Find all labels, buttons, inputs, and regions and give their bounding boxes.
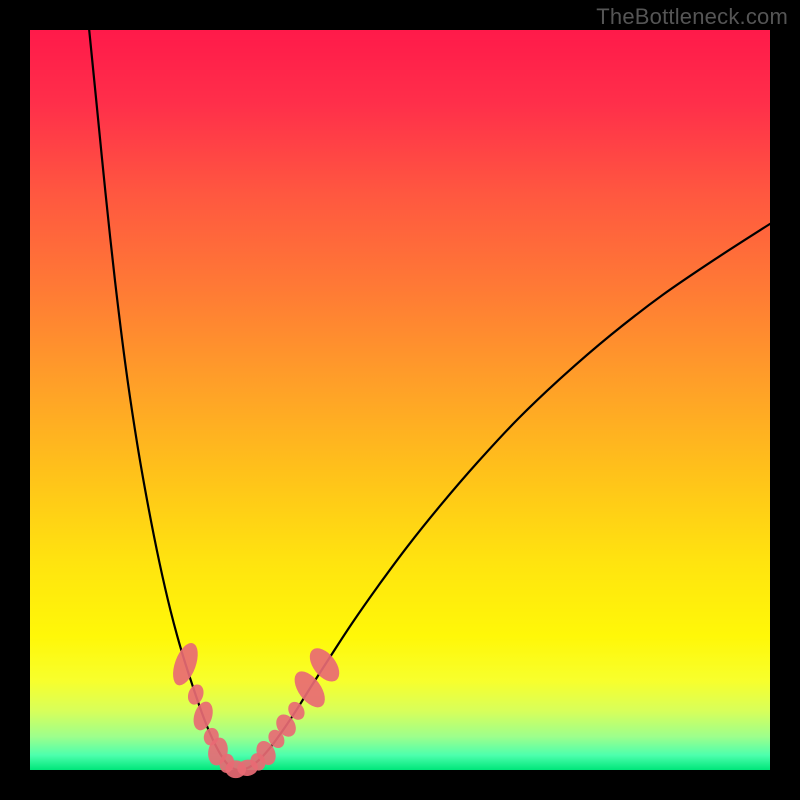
watermark-text: TheBottleneck.com — [596, 4, 788, 30]
bottleneck-chart — [0, 0, 800, 800]
chart-root: TheBottleneck.com — [0, 0, 800, 800]
plot-gradient-background — [30, 30, 770, 770]
